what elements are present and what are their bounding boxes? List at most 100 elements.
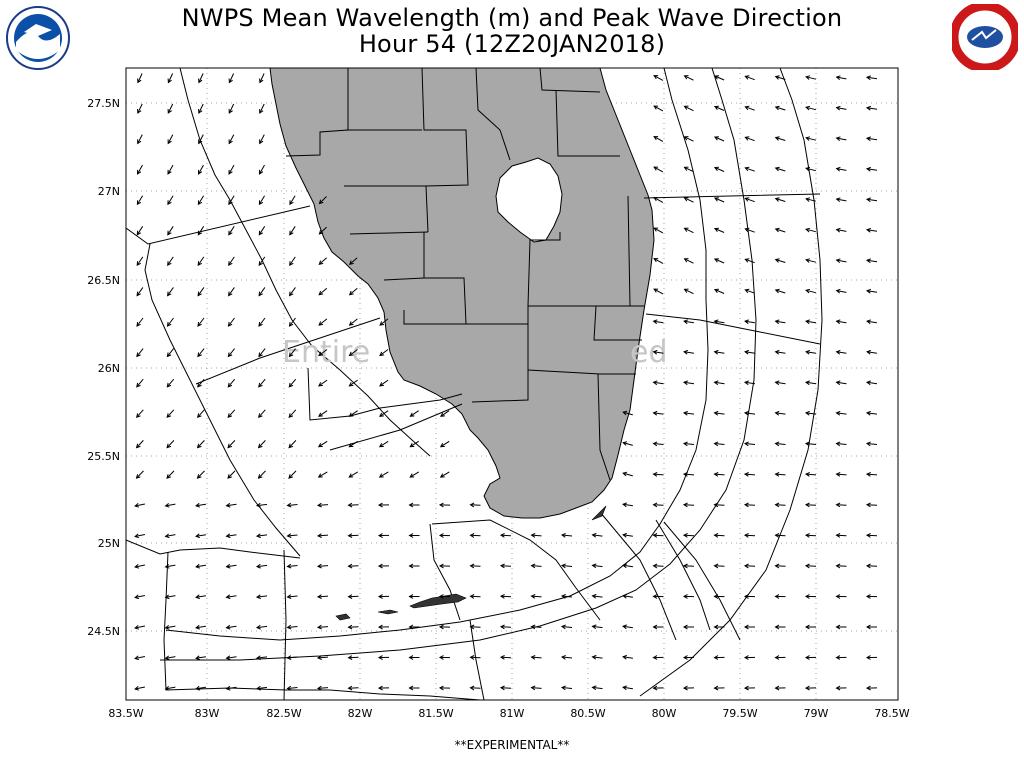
- wave-direction-arrow: [713, 75, 725, 81]
- wave-direction-arrow: [683, 227, 694, 234]
- wave-direction-arrow: [622, 471, 633, 477]
- wave-direction-arrow: [440, 410, 450, 417]
- wave-direction-arrow: [683, 288, 694, 295]
- wave-direction-arrow: [228, 195, 235, 206]
- wave-direction-arrow: [744, 319, 755, 325]
- wave-direction-arrow: [682, 624, 694, 630]
- wave-direction-arrow: [379, 379, 389, 387]
- wave-direction-arrow: [227, 470, 236, 479]
- wave-direction-arrow: [318, 349, 328, 357]
- wave-direction-arrow: [195, 594, 206, 600]
- wave-direction-arrow: [652, 533, 664, 538]
- wave-direction-arrow: [744, 227, 755, 233]
- wave-direction-arrow: [653, 166, 664, 173]
- wave-direction-arrow: [865, 533, 878, 538]
- wave-direction-arrow: [743, 685, 756, 691]
- wave-direction-arrow: [865, 380, 878, 386]
- wave-direction-arrow: [377, 533, 390, 538]
- wave-direction-arrow: [258, 378, 266, 388]
- wave-direction-arrow: [682, 533, 695, 538]
- wave-direction-arrow: [865, 563, 878, 569]
- wave-direction-arrow: [317, 440, 328, 448]
- wave-direction-arrow: [195, 533, 206, 539]
- wave-direction-arrow: [167, 195, 174, 206]
- wave-direction-arrow: [499, 533, 512, 538]
- wave-direction-arrow: [349, 257, 358, 265]
- wave-direction-arrow: [378, 471, 389, 478]
- wave-direction-arrow: [743, 655, 756, 660]
- longitude-label: 82.5W: [266, 707, 301, 720]
- wave-direction-arrow: [469, 594, 481, 599]
- wave-direction-arrow: [318, 287, 328, 296]
- wave-direction-arrow: [228, 256, 235, 266]
- longitude-label: 78.5W: [874, 707, 909, 720]
- wave-direction-arrow: [379, 318, 389, 326]
- wave-direction-arrow: [682, 685, 695, 691]
- wave-direction-arrow: [377, 624, 390, 630]
- wave-direction-arrow: [744, 288, 755, 294]
- wave-direction-arrow: [227, 287, 235, 297]
- wave-direction-arrow: [167, 134, 174, 145]
- wave-direction-arrow: [835, 227, 847, 233]
- wave-direction-arrow: [258, 256, 266, 266]
- wave-direction-arrow: [377, 655, 390, 660]
- wave-direction-arrow: [439, 471, 450, 478]
- wave-direction-arrow: [438, 533, 451, 538]
- wave-direction-arrow: [835, 472, 847, 477]
- wave-direction-arrow: [408, 502, 420, 508]
- wave-direction-arrow: [835, 75, 847, 80]
- wave-direction-arrow: [136, 348, 144, 358]
- wave-direction-arrow: [530, 624, 542, 630]
- wave-direction-arrow: [259, 73, 265, 84]
- wave-direction-arrow: [713, 502, 725, 508]
- wave-direction-arrow: [195, 624, 206, 630]
- wave-direction-arrow: [835, 655, 847, 660]
- wave-direction-arrow: [713, 655, 725, 660]
- wave-direction-arrow: [774, 75, 786, 80]
- wave-direction-arrow: [653, 288, 664, 295]
- wave-direction-arrow: [136, 195, 144, 206]
- wave-direction-arrow: [166, 470, 175, 479]
- wave-direction-arrow: [805, 166, 817, 172]
- wave-direction-arrow: [774, 349, 786, 355]
- wave-direction-arrow: [379, 349, 389, 357]
- wave-direction-arrow: [622, 441, 633, 446]
- wave-direction-arrow: [438, 563, 451, 569]
- wave-direction-arrow: [835, 258, 847, 263]
- wave-direction-arrow: [682, 441, 695, 447]
- wave-direction-arrow: [316, 624, 329, 630]
- wave-direction-arrow: [289, 195, 296, 206]
- wave-direction-arrow: [835, 197, 847, 202]
- wave-direction-arrow: [652, 380, 664, 386]
- wave-direction-arrow: [164, 655, 176, 661]
- wave-direction-arrow: [865, 685, 878, 691]
- wave-direction-arrow: [682, 594, 695, 599]
- wave-direction-arrow: [164, 503, 176, 508]
- wave-direction-arrow: [560, 654, 573, 660]
- wave-direction-arrow: [743, 624, 755, 630]
- wave-direction-arrow: [530, 563, 542, 569]
- wave-direction-arrow: [225, 563, 237, 569]
- wave-direction-arrow: [438, 502, 451, 508]
- wave-direction-arrow: [348, 440, 358, 448]
- wave-direction-arrow: [286, 533, 298, 538]
- longitude-label: 81W: [500, 707, 525, 720]
- wave-direction-arrow: [591, 685, 603, 691]
- wave-direction-arrow: [227, 378, 236, 388]
- wave-direction-arrow: [835, 349, 847, 355]
- wave-direction-arrow: [560, 532, 573, 538]
- wave-direction-arrow: [134, 594, 145, 600]
- chart-subtitle: Hour 54 (12Z20JAN2018): [358, 30, 666, 58]
- wave-direction-arrow: [288, 317, 296, 327]
- wave-direction-arrow: [135, 470, 144, 479]
- wave-direction-arrow: [835, 105, 847, 111]
- wave-direction-arrow: [469, 655, 481, 660]
- wave-direction-arrow: [743, 502, 756, 508]
- wave-direction-arrow: [683, 349, 694, 355]
- wave-direction-arrow: [225, 533, 237, 539]
- wave-direction-arrow: [835, 288, 847, 294]
- wave-direction-arrow: [289, 256, 296, 266]
- nws-logo: [952, 4, 1018, 70]
- wave-direction-arrow: [774, 105, 786, 111]
- wave-direction-arrow: [743, 563, 756, 569]
